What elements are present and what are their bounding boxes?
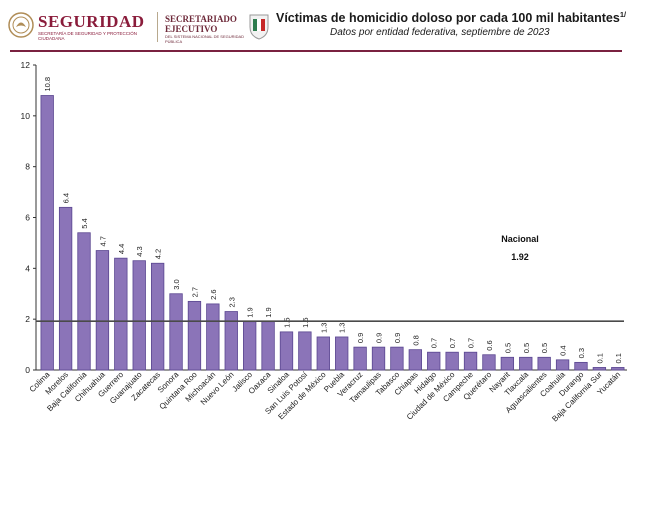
bar-value-label: 0.1 — [595, 353, 604, 363]
bar-value-label: 0.8 — [411, 335, 420, 345]
chart-title: Víctimas de homicidio doloso por cada 10… — [276, 10, 626, 25]
secretariado-line2: EJECUTIVO — [165, 24, 218, 34]
bar — [537, 356, 551, 371]
bar-value-label: 0.5 — [503, 343, 512, 353]
shield-icon — [249, 14, 269, 40]
bar — [298, 331, 312, 371]
bar — [390, 346, 404, 371]
bar-value-label: 0.9 — [375, 333, 384, 343]
bar — [95, 250, 110, 371]
bar — [482, 354, 496, 371]
chart-title-text: Víctimas de homicidio doloso por cada 10… — [276, 11, 620, 26]
y-tick-label: 4 — [25, 263, 30, 273]
y-tick-label: 12 — [21, 60, 31, 70]
y-tick-label: 8 — [25, 162, 30, 172]
bar-value-label: 2.3 — [227, 297, 236, 307]
bar — [371, 346, 386, 371]
bar-value-label: 1.3 — [319, 323, 328, 333]
secretariado-wordmark: SECRETARIADO EJECUTIVO — [165, 14, 237, 34]
bar — [206, 303, 220, 371]
reference-line-label: Nacional — [501, 234, 539, 245]
report-header: SEGURIDAD SECRETARÍA DE SEGURIDAD Y PROT… — [0, 0, 648, 52]
bar — [408, 349, 422, 371]
bar — [243, 321, 257, 371]
bar — [169, 293, 183, 371]
bar — [611, 367, 625, 371]
bar — [58, 206, 73, 371]
bar — [224, 311, 238, 371]
title-footnote-mark: 1/ — [619, 10, 627, 19]
secretariado-line1: SECRETARIADO — [165, 14, 237, 24]
bar — [592, 367, 607, 371]
bar — [261, 321, 275, 371]
logo-wordmark: SEGURIDAD — [38, 12, 145, 31]
bar — [132, 260, 146, 371]
bar-value-label: 1.9 — [246, 307, 255, 317]
bar-value-label: 4.3 — [135, 246, 144, 256]
bar — [353, 346, 367, 371]
bar-value-label: 6.4 — [62, 193, 71, 203]
bar-value-label: 0.7 — [467, 338, 476, 348]
bar — [445, 351, 459, 371]
bar-value-label: 4.4 — [117, 244, 126, 254]
bar-value-label: 2.7 — [190, 287, 199, 297]
bar-value-label: 0.5 — [540, 343, 549, 353]
bar-value-label: 0.4 — [559, 345, 568, 355]
bar — [40, 95, 54, 371]
header-rule — [10, 50, 622, 52]
y-tick-label: 0 — [25, 365, 30, 375]
bar-value-label: 5.4 — [80, 218, 89, 228]
bar-value-label: 0.9 — [356, 333, 365, 343]
bar-value-label: 1.9 — [264, 307, 273, 317]
bar — [574, 361, 588, 371]
bar — [316, 336, 330, 371]
y-tick-label: 2 — [25, 314, 30, 324]
bar-value-label: 0.9 — [393, 333, 402, 343]
bar — [427, 351, 441, 371]
bar — [555, 359, 570, 371]
bar — [519, 356, 533, 371]
bar-value-label: 0.7 — [430, 338, 439, 348]
bar — [114, 257, 128, 371]
chart-subtitle: Datos por entidad federativa, septiembre… — [330, 27, 550, 38]
bar-value-label: 4.2 — [154, 249, 163, 259]
bar-value-label: 0.7 — [448, 338, 457, 348]
bar — [187, 300, 202, 371]
y-tick-label: 10 — [21, 111, 31, 121]
bar-value-label: 0.5 — [522, 343, 531, 353]
bar-value-label: 0.1 — [614, 353, 623, 363]
bar-value-label: 3.0 — [172, 279, 181, 289]
bar-value-label: 0.6 — [485, 340, 494, 350]
reference-line-value: 1.92 — [511, 252, 529, 263]
bar — [335, 336, 349, 371]
bar-value-label: 0.3 — [577, 348, 586, 358]
bar — [500, 356, 515, 371]
y-tick-label: 6 — [25, 213, 30, 223]
bar — [77, 232, 91, 371]
bar — [150, 262, 165, 371]
secretariado-subtitle: DEL SISTEMA NACIONAL DE SEGURIDAD PÚBLIC… — [165, 34, 245, 44]
logo-subtitle: SECRETARÍA DE SEGURIDAD Y PROTECCIÓN CIU… — [38, 31, 138, 41]
bar-value-label: 4.7 — [98, 236, 107, 246]
bar-value-label: 2.6 — [209, 289, 218, 299]
bar — [463, 351, 478, 371]
bar — [279, 331, 294, 371]
bar-value-label: 1.3 — [338, 323, 347, 333]
national-emblem-icon — [8, 12, 34, 38]
bar-value-label: 1.5 — [301, 317, 310, 327]
bar-value-label: 10.8 — [43, 77, 52, 92]
header-divider — [157, 12, 158, 42]
bar-value-label: 1.5 — [282, 317, 291, 327]
